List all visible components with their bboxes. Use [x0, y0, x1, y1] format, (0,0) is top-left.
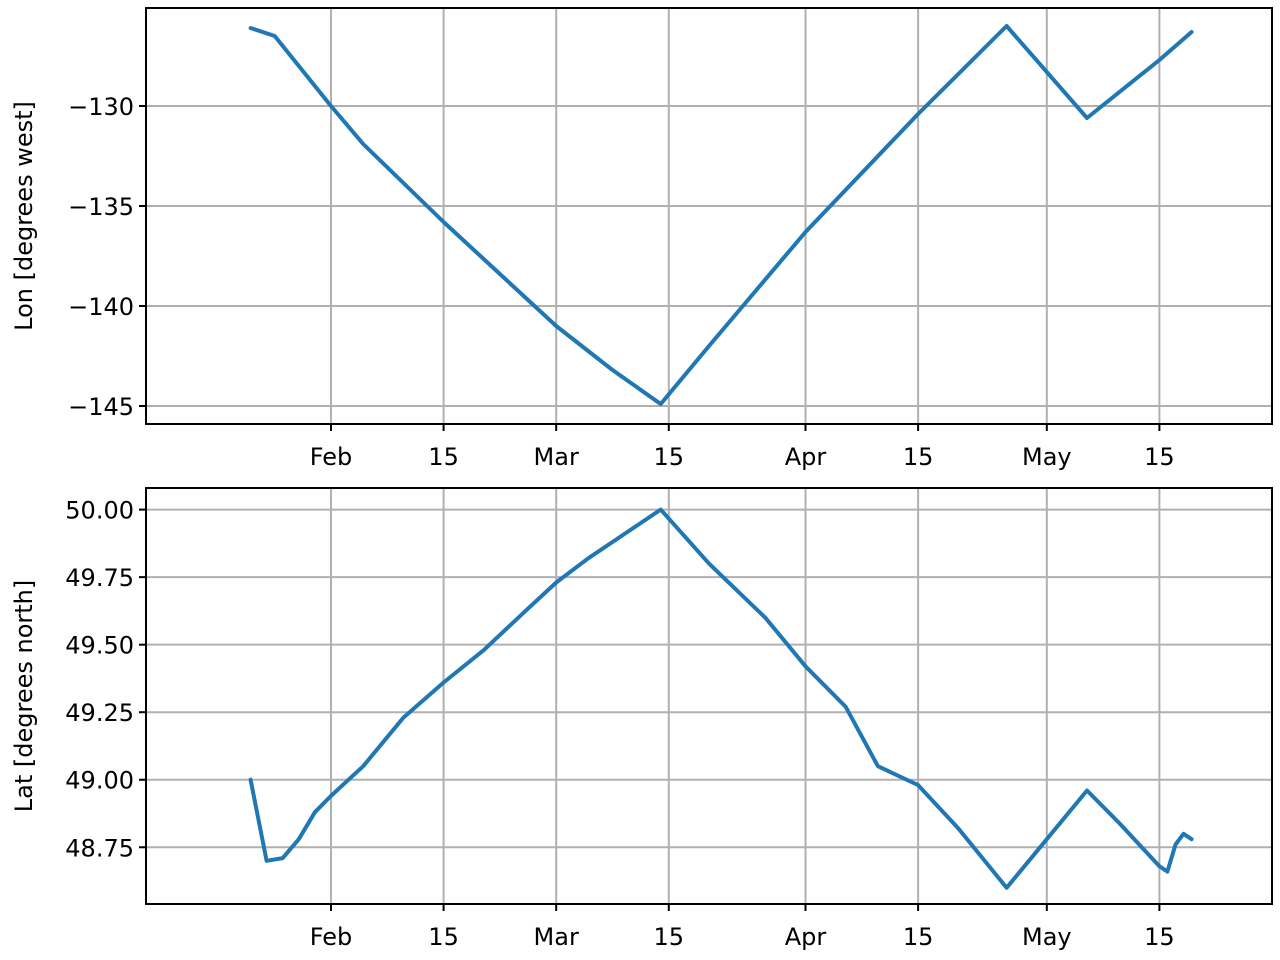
- x-tick-label: May: [1022, 443, 1072, 471]
- axes-frame: [145, 7, 1273, 425]
- series-line-0: [248, 507, 1194, 890]
- y-tick-label: 50.00: [65, 497, 134, 525]
- x-tick-label: Mar: [534, 443, 579, 471]
- x-tick-label: 15: [428, 923, 459, 951]
- x-tick-label: 15: [903, 443, 934, 471]
- x-tick-label: Mar: [534, 923, 579, 951]
- y-tick-label: −145: [68, 393, 134, 421]
- y-tick-label: −130: [68, 93, 134, 121]
- latitude-panel: Feb 15 Mar 15 Apr 15 May 15 50.00 49.75 49.50 49.25…: [10, 487, 1273, 951]
- x-tick-label: 15: [903, 923, 934, 951]
- x-tick-label: 15: [428, 443, 459, 471]
- y-tick-label: 49.25: [65, 699, 134, 727]
- x-tick-label: Apr: [785, 923, 827, 951]
- y-tick-label: 48.75: [65, 834, 134, 862]
- series-line-0: [248, 24, 1194, 406]
- y-tick-label: 49.50: [65, 632, 134, 660]
- x-tick-label: 15: [1144, 923, 1175, 951]
- x-tick-label: Apr: [785, 443, 827, 471]
- x-tick-label: May: [1022, 923, 1072, 951]
- y-tick-label: 49.00: [65, 767, 134, 795]
- y-tick-label: −140: [68, 293, 134, 321]
- y-tick-label: 49.75: [65, 564, 134, 592]
- y-axis-label: Lat [degrees north]: [10, 580, 38, 812]
- x-tick-label: 15: [654, 443, 685, 471]
- axes-frame: [145, 487, 1273, 905]
- x-tick-label: Feb: [310, 923, 353, 951]
- y-tick-label: −135: [68, 193, 134, 221]
- longitude-panel: Feb 15 Mar 15 Apr 15 May 15 −130 −135 −140 −145 Lon …: [10, 7, 1273, 471]
- x-tick-label: 15: [654, 923, 685, 951]
- y-axis-label: Lon [degrees west]: [10, 101, 38, 331]
- x-tick-label: Feb: [310, 443, 353, 471]
- x-tick-label: 15: [1144, 443, 1175, 471]
